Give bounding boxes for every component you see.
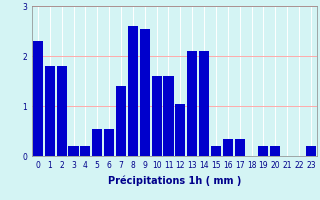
Bar — [45, 66, 55, 156]
Bar — [57, 66, 67, 156]
Bar — [306, 146, 316, 156]
Bar — [164, 76, 173, 156]
Bar — [128, 26, 138, 156]
Bar — [140, 29, 150, 156]
Bar — [116, 86, 126, 156]
Bar — [104, 129, 114, 156]
Bar — [80, 146, 91, 156]
Bar — [152, 76, 162, 156]
Bar — [211, 146, 221, 156]
Bar — [235, 138, 245, 156]
Bar — [199, 51, 209, 156]
Bar — [258, 146, 268, 156]
Bar — [92, 129, 102, 156]
Bar — [68, 146, 79, 156]
Bar — [223, 138, 233, 156]
X-axis label: Précipitations 1h ( mm ): Précipitations 1h ( mm ) — [108, 175, 241, 186]
Bar — [175, 104, 185, 156]
Bar — [270, 146, 280, 156]
Bar — [33, 41, 43, 156]
Bar — [187, 51, 197, 156]
